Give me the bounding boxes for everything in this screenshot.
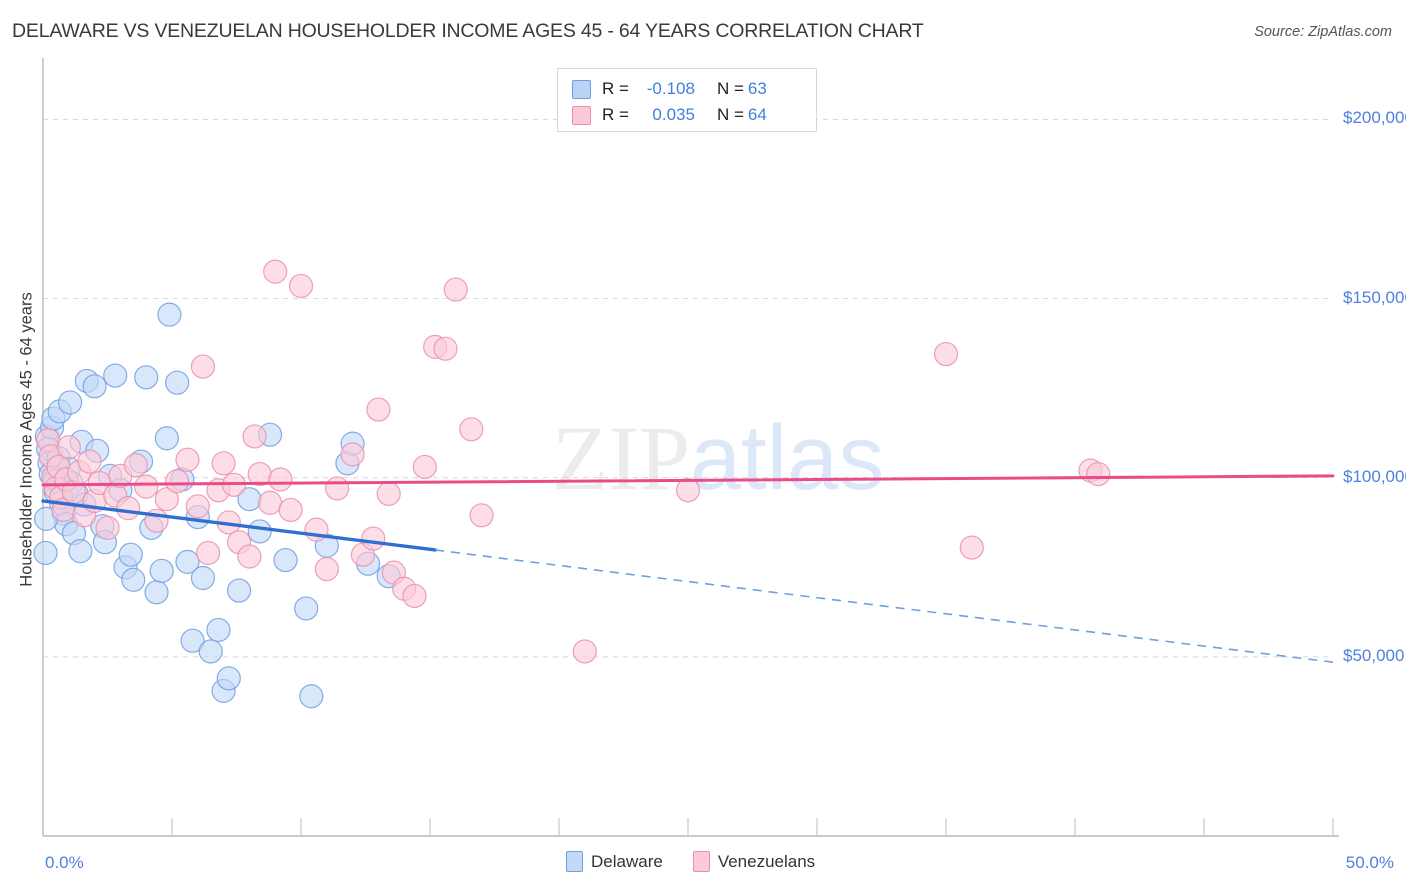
data-point	[325, 476, 350, 501]
data-point	[123, 453, 148, 478]
data-point	[157, 302, 182, 327]
data-point	[1086, 461, 1111, 487]
data-point	[443, 277, 468, 302]
stats-n-label-delaware: N =	[716, 79, 744, 98]
data-point	[237, 544, 262, 569]
data-point	[340, 442, 365, 467]
data-point	[433, 336, 458, 361]
stats-n-label-venezuelans: N =	[716, 105, 744, 124]
stats-r-value-delaware: -0.108	[646, 79, 695, 98]
data-point	[242, 424, 267, 449]
swatch-delaware-icon	[572, 79, 591, 99]
data-point	[469, 503, 494, 528]
y-tick-label-50000: $50,000	[1343, 645, 1405, 665]
legend-swatch-delaware-icon	[566, 851, 583, 872]
data-point	[459, 417, 484, 442]
data-point	[257, 490, 283, 515]
data-point	[273, 547, 298, 573]
swatch-venezuelans-icon	[572, 105, 591, 125]
data-point	[56, 435, 81, 460]
stats-n-value-venezuelans: 64	[747, 105, 767, 124]
data-point	[118, 542, 143, 567]
data-point	[675, 478, 701, 503]
data-point	[77, 449, 102, 474]
data-point	[198, 639, 223, 664]
data-point	[211, 451, 236, 476]
data-point	[376, 481, 401, 506]
data-point	[299, 684, 324, 709]
x-tick-label-min: 0.0%	[45, 853, 84, 872]
legend-item-venezuelans[interactable]: Venezuelans	[692, 851, 816, 872]
data-point	[165, 370, 190, 395]
source-label: Source: ZipAtlas.com	[1254, 24, 1392, 40]
page-title: DELAWARE VS VENEZUELAN HOUSEHOLDER INCOM…	[12, 20, 924, 42]
data-point	[216, 666, 241, 691]
data-point	[154, 487, 179, 512]
legend-item-delaware[interactable]: Delaware	[566, 851, 663, 872]
stats-row-venezuelans: R = 0.035 N = 64	[572, 102, 806, 128]
data-point	[412, 454, 437, 480]
y-tick-label-100000: $100,000	[1343, 466, 1406, 486]
trendline-venezuelans	[41, 474, 1335, 487]
data-point	[263, 259, 288, 284]
data-point	[175, 549, 200, 574]
data-point	[361, 526, 386, 551]
data-point	[103, 363, 128, 388]
data-point	[314, 556, 339, 582]
data-point	[190, 565, 216, 591]
series-legend: Delaware Venezuelans	[566, 851, 837, 872]
series-points-venezuelans	[36, 259, 1111, 664]
legend-label-venezuelans: Venezuelans	[717, 851, 816, 871]
data-point	[165, 469, 190, 494]
data-point	[288, 273, 314, 299]
trendline-projected-delaware	[435, 549, 1334, 664]
data-point	[206, 617, 231, 643]
data-point	[185, 494, 210, 519]
data-point	[33, 540, 58, 566]
data-point	[95, 515, 120, 540]
data-point	[247, 519, 272, 544]
data-point	[294, 596, 319, 621]
data-point	[196, 540, 221, 566]
data-point	[278, 497, 303, 523]
data-point	[268, 467, 293, 492]
data-point	[959, 535, 984, 560]
data-point	[149, 558, 174, 583]
data-point	[180, 628, 205, 653]
data-point	[116, 496, 141, 521]
y-tick-label-150000: $150,000	[1343, 287, 1406, 307]
data-point	[190, 354, 216, 379]
legend-swatch-venezuelans-icon	[692, 851, 710, 872]
data-point	[402, 583, 427, 609]
stats-row-delaware: R = -0.108 N = 63	[572, 76, 806, 102]
x-tick-label-max: 50.0%	[1345, 853, 1394, 872]
data-point	[175, 447, 200, 472]
data-point	[933, 341, 959, 367]
stats-r-value-venezuelans: 0.035	[652, 105, 695, 124]
stats-r-label-delaware: R =	[602, 79, 629, 98]
legend-label-delaware: Delaware	[591, 851, 663, 871]
stats-n-value-delaware: 63	[747, 79, 767, 98]
stats-r-label-venezuelans: R =	[602, 105, 629, 124]
data-point	[68, 539, 93, 564]
y-tick-label-200000: $200,000	[1343, 108, 1406, 128]
data-point	[226, 578, 252, 603]
data-point	[366, 397, 391, 422]
data-point	[154, 426, 179, 451]
data-point	[121, 567, 146, 592]
data-point	[572, 639, 597, 664]
data-point	[82, 374, 107, 399]
data-point	[57, 390, 83, 415]
data-point	[134, 474, 159, 499]
data-point	[144, 580, 169, 605]
correlation-stats-box: R = -0.108 N = 63 R = 0.035 N = 64	[557, 68, 817, 132]
trendline-delaware	[41, 499, 437, 552]
data-point	[134, 365, 159, 390]
